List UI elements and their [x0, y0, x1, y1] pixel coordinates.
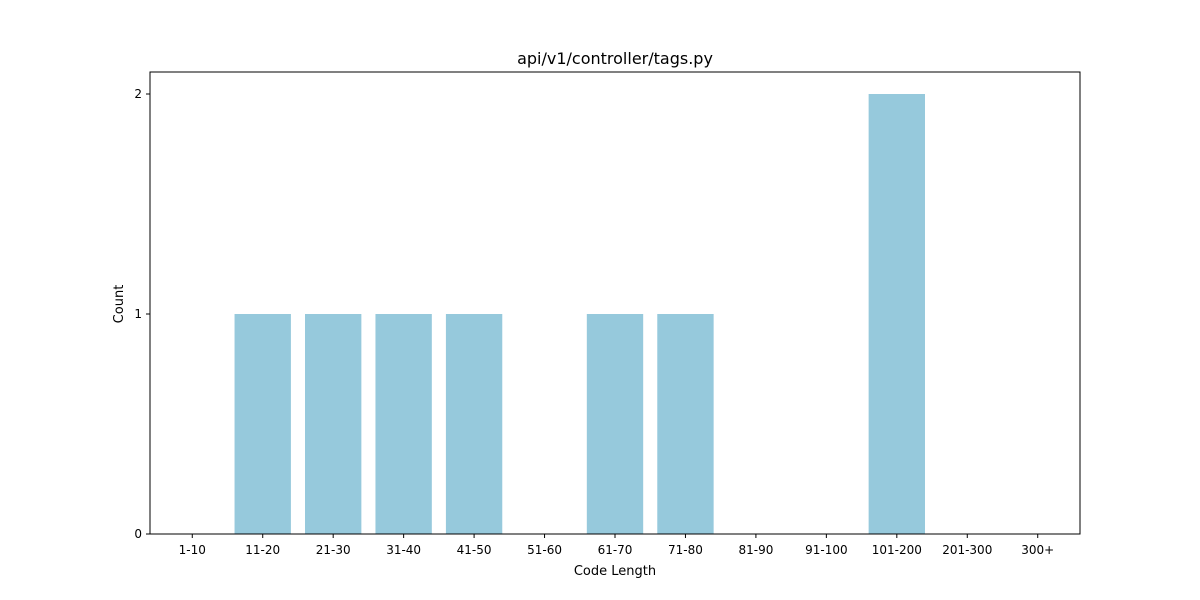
x-tick-label: 61-70 — [598, 543, 633, 557]
x-tick-label: 1-10 — [179, 543, 206, 557]
x-tick-label: 81-90 — [738, 543, 773, 557]
y-tick-label: 1 — [134, 307, 142, 321]
y-axis-label: Count — [112, 285, 127, 324]
bar-31-40 — [375, 314, 432, 534]
bar-41-50 — [445, 314, 503, 534]
x-tick-label: 300+ — [1021, 543, 1054, 557]
x-tick-label: 31-40 — [386, 543, 421, 557]
x-tick-label: 71-80 — [668, 543, 703, 557]
chart-title: api/v1/controller/tags.py — [517, 49, 713, 68]
y-tick-label: 0 — [134, 527, 142, 541]
bar-11-20 — [234, 314, 291, 534]
bar-61-70 — [586, 314, 644, 534]
x-axis-label: Code Length — [574, 564, 656, 579]
y-tick-label: 2 — [134, 87, 142, 101]
x-tick-label: 91-100 — [805, 543, 848, 557]
x-tick-label: 101-200 — [872, 543, 922, 557]
x-tick-label: 21-30 — [316, 543, 351, 557]
bar-101-200 — [868, 94, 925, 534]
axes-layer: 1-10 11-20 21-30 31-40 41-50 51-60 61-70 71-80 8… — [134, 71, 1081, 557]
x-tick-label: 201-300 — [942, 543, 992, 557]
x-tick-label: 41-50 — [457, 543, 492, 557]
x-tick-label: 51-60 — [527, 543, 562, 557]
bar-21-30 — [305, 314, 362, 534]
bar-71-80 — [657, 314, 714, 534]
x-tick-label: 11-20 — [245, 543, 280, 557]
bars-layer — [234, 94, 925, 534]
